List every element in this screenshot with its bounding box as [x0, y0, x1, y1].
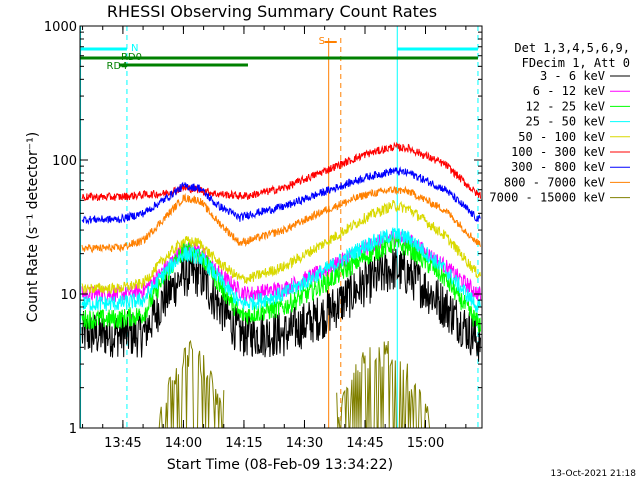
y-axis-label: Count Rate (s⁻¹ detector⁻¹): [25, 132, 41, 322]
y-tick-label: 10: [60, 288, 77, 303]
legend-label: 3 - 6 keV: [540, 69, 605, 83]
y-tick-label: 1: [69, 422, 77, 437]
legend-header: Det 1,3,4,5,6,9,: [514, 41, 630, 55]
series-line: [81, 233, 481, 334]
x-tick-label: 14:45: [346, 436, 383, 451]
x-axis: 13:45 14:00 14:15 14:30 14:45 15:00: [82, 26, 467, 451]
x-axis-label: Start Time (08-Feb-09 13:34:22): [167, 457, 393, 473]
series-100-300-kev: [81, 141, 481, 202]
marker-rd0: RD0: [121, 52, 142, 63]
legend-label: 300 - 800 keV: [511, 160, 605, 174]
marker-s: S: [319, 36, 325, 47]
series-line: [81, 141, 481, 202]
marker-n: N: [131, 43, 138, 54]
legend: Det 1,3,4,5,6,9,FDecim 1, Att 03 - 6 keV…: [489, 41, 630, 205]
series-50-100-kev: [81, 199, 481, 294]
legend-label: 7000 - 15000 keV: [489, 191, 605, 205]
series-12-25-kev: [81, 233, 481, 334]
series-3-6-kev: [81, 248, 481, 362]
series-line: [81, 248, 481, 362]
series-line: [81, 199, 481, 294]
plot-frame: [79, 25, 483, 429]
series-300-800-kev: [81, 166, 481, 226]
series-line: [81, 227, 481, 313]
legend-label: 800 - 7000 keV: [504, 175, 605, 189]
x-tick-label: 14:00: [165, 436, 202, 451]
legend-header: FDecim 1, Att 0: [522, 56, 630, 70]
series-line: [336, 340, 430, 429]
series-line: [81, 185, 481, 254]
x-tick-label: 14:30: [286, 436, 323, 451]
legend-label: 25 - 50 keV: [526, 115, 605, 129]
legend-label: 100 - 300 keV: [511, 145, 605, 159]
legend-label: 12 - 25 keV: [526, 99, 605, 113]
x-tick-label: 15:00: [407, 436, 444, 451]
marker-rd4: RD4: [107, 61, 128, 72]
legend-label: 6 - 12 keV: [533, 84, 605, 98]
chart-title: RHESSI Observing Summary Count Rates: [107, 2, 437, 21]
x-tick-label: 14:15: [225, 436, 262, 451]
series-line: [158, 339, 225, 429]
series-7000-15000-kev: [158, 339, 430, 429]
series-800-7000-kev: [81, 185, 481, 254]
legend-label: 50 - 100 keV: [518, 130, 605, 144]
series-line: [81, 166, 481, 226]
x-tick-label: 13:45: [104, 436, 141, 451]
series-25-50-kev: [81, 227, 481, 313]
y-axis: 1 10 100 1000: [44, 20, 482, 437]
y-tick-label: 100: [52, 154, 77, 169]
y-tick-label: 1000: [44, 20, 77, 35]
timestamp: 13-Oct-2021 21:18: [551, 469, 637, 479]
